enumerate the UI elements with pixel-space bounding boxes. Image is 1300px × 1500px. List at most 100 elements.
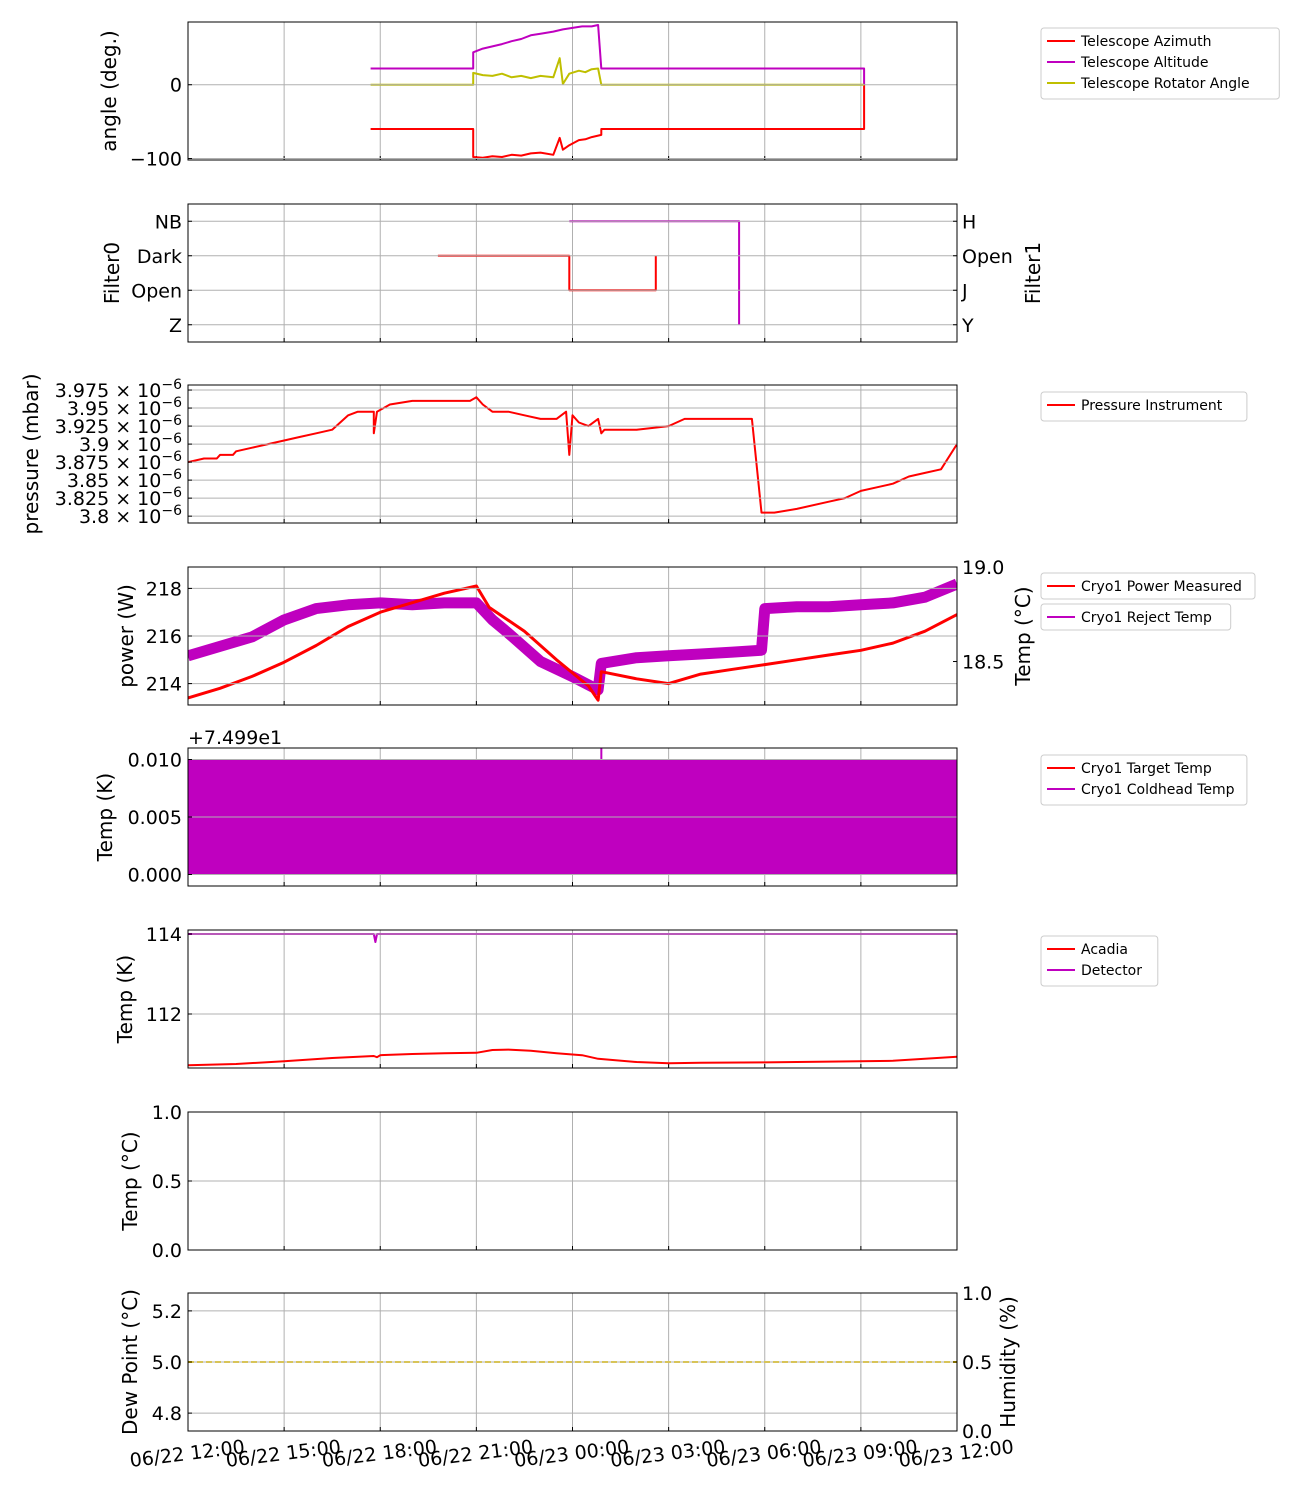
legend-3: Pressure Instrument [1040,391,1248,422]
y-tick-label: 0.010 [128,750,182,772]
y-axis-label: Temp (K) [93,773,117,862]
y-axis-label-left: power (W) [114,584,138,688]
legend-entry: Cryo1 Reject Temp [1081,610,1212,626]
axes-frame [187,384,958,524]
panel-5: 0.010 0.005 0.000 +7.499e1 Temp (K) [93,727,958,887]
legend-box [1040,27,1280,100]
plot-area [188,748,957,875]
y-tick-label: 5.2 [152,1301,182,1323]
axes-frame [187,1292,958,1432]
legend-entry: Cryo1 Power Measured [1081,579,1242,595]
y-axis-label-left: Dew Point (°C) [118,1289,142,1435]
legend-box [1040,754,1248,806]
legend-entry: Acadia [1081,942,1128,958]
legend-entry: Telescope Rotator Angle [1080,76,1250,92]
panel-6: 114 112 Temp (K) [113,924,958,1069]
y-tick-label-right: Y [961,315,974,337]
y-tick-label-right: 18.5 [962,652,1004,674]
legend-entry: Telescope Azimuth [1080,34,1211,50]
legend-entry: Cryo1 Coldhead Temp [1081,782,1235,798]
series-acadia [188,1048,957,1067]
panel-8: 5.2 5.0 4.8 1.0 0.5 0.0 Dew Point (°C) Humidity… [118,1283,1020,1443]
y-tick-label-right: J [961,280,968,302]
plot-area [188,396,957,514]
legend-entry: Detector [1081,963,1142,979]
legend-4-1: Cryo1 Power Measured [1040,572,1256,600]
y-tick-label: 218 [146,578,182,600]
legend-entry: Pressure Instrument [1081,398,1223,414]
y-tick-label: 0.005 [128,807,182,829]
panel-1: 0 −100 angle (deg.) [97,21,958,171]
y-tick-label: −100 [130,149,182,171]
y-tick-label: 3.9 × 10−6 [79,431,182,456]
axes-frame [187,21,958,161]
y-tick-label: 5.0 [152,1352,182,1374]
legend-1: Telescope Azimuth Telescope Altitude Teles… [1040,27,1280,100]
panel-3: 3.975 × 10−63.95 × 10−63.925 × 10−63.9 ×… [19,373,958,535]
plot-area [370,24,866,159]
y-tick-label: 3.85 × 10−6 [67,467,182,492]
legend-entry: Cryo1 Target Temp [1081,761,1212,777]
y-axis-label-right: Humidity (%) [996,1296,1020,1428]
axes-frame [187,566,958,706]
axes-frame [187,929,958,1069]
series-pressure-instrument [188,396,957,514]
offset-label: +7.499e1 [188,727,282,749]
series-filter0 [437,254,657,292]
y-tick-label-right: H [962,211,976,233]
legend-box [1040,391,1248,422]
y-tick-label-right: 0.5 [962,1352,992,1374]
legend-entry: Telescope Altitude [1080,55,1209,71]
panel-4: 218 216 214 19.0 18.5 power (W) Temp (°C) [114,557,1035,706]
legend-6: Acadia Detector [1040,935,1159,987]
legend-5: Cryo1 Target Temp Cryo1 Coldhead Temp [1040,754,1248,806]
series-filter1 [569,220,741,325]
axes-frame [187,1111,958,1251]
axes-frame [187,203,958,343]
legend-box [1040,572,1256,600]
y-tick-label: Dark [137,246,182,268]
legend-4-2: Cryo1 Reject Temp [1040,603,1232,631]
y-tick-label-right: Open [962,246,1013,268]
y-tick-label: 216 [146,626,182,648]
y-axis-label: pressure (mbar) [19,373,43,534]
y-tick-label: 0 [170,75,182,97]
series-telescope-altitude [370,24,866,85]
series-telescope-rotator-angle [370,57,865,86]
y-tick-label: Z [169,315,182,337]
y-tick-label: Open [131,280,182,302]
y-axis-label: Temp (K) [113,955,137,1044]
y-axis-label-left: Filter0 [100,242,124,304]
y-tick-label: 1.0 [152,1102,182,1124]
y-tick-label-right: 0.0 [962,1421,992,1443]
y-tick-label: 214 [146,674,182,696]
y-tick-label-right: 19.0 [962,557,1004,579]
y-tick-label: 0.5 [152,1171,182,1193]
y-tick-label: NB [155,211,182,233]
plot-area [437,220,741,325]
y-tick-label-right: 1.0 [962,1283,992,1305]
y-tick-label: 3.825 × 10−6 [55,485,182,510]
y-axis-label: Temp (°C) [118,1131,142,1231]
y-axis-label: angle (deg.) [97,30,121,152]
y-tick-label: 3.8 × 10−6 [79,503,182,528]
y-tick-label: 3.875 × 10−6 [55,449,182,474]
y-tick-label: 114 [146,924,182,946]
y-tick-label: 4.8 [152,1403,182,1425]
axes-frame [187,747,958,887]
legend-box [1040,603,1232,631]
y-tick-label: 0.0 [152,1240,182,1262]
series-telescope-azimuth [370,84,866,159]
y-tick-label: 3.975 × 10−6 [55,377,182,402]
y-tick-label: 0.000 [128,865,182,887]
panel-2: NB H Dark Open Open J Z Y Filter0 Filter1 [100,203,1045,343]
y-tick-label: 3.925 × 10−6 [55,413,182,438]
y-axis-label-right: Temp (°C) [1011,586,1035,686]
y-axis-label-right: Filter1 [1021,242,1045,304]
y-tick-label: 112 [146,1004,182,1026]
panel-7: 1.0 0.5 0.0 Temp (°C) [118,1102,958,1262]
y-tick-label: 3.95 × 10−6 [67,395,182,420]
